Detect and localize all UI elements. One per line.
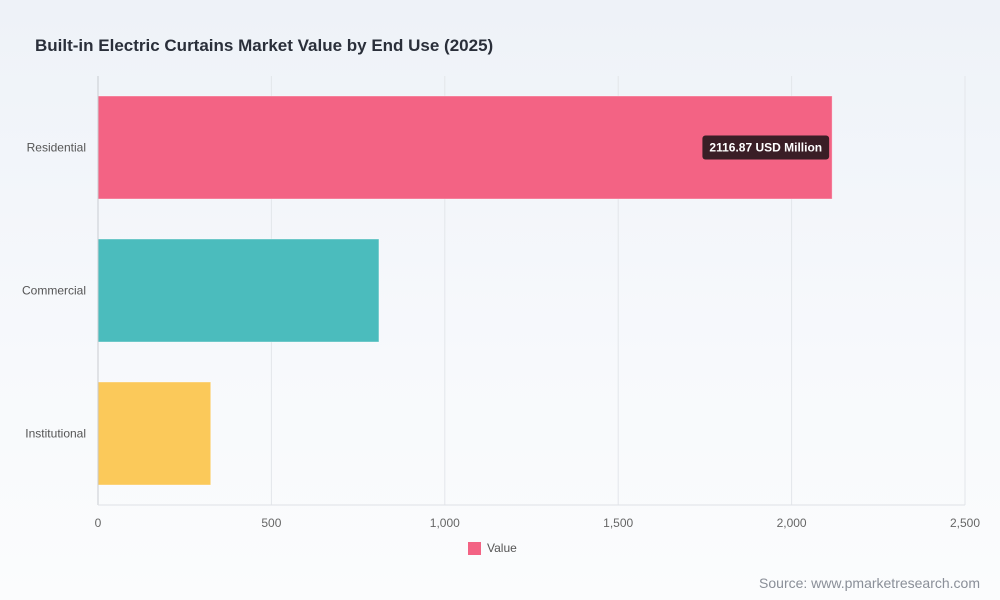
bar-institutional[interactable] <box>97 381 212 486</box>
bar-commercial[interactable] <box>97 238 380 343</box>
x-tick-label: 2,500 <box>950 516 980 530</box>
x-tick-label: 500 <box>261 516 281 530</box>
y-category-label: Commercial <box>22 284 86 298</box>
x-tick-label: 1,500 <box>603 516 633 530</box>
source-note: Source: www.pmarketresearch.com <box>759 575 980 591</box>
chart-title: Built-in Electric Curtains Market Value … <box>35 36 494 55</box>
tooltip-text: 2116.87 USD Million <box>709 141 822 155</box>
value-tooltip: 2116.87 USD Million <box>702 135 830 160</box>
x-tick-label: 1,000 <box>430 516 460 530</box>
chart-legend[interactable]: Value <box>468 541 517 555</box>
x-tick-label: 0 <box>95 516 102 530</box>
x-tick-label: 2,000 <box>777 516 807 530</box>
legend-swatch <box>468 541 481 555</box>
y-category-label: Residential <box>27 141 86 155</box>
legend-label: Value <box>487 541 517 555</box>
axis-group: 0 500 1,000 1,500 2,000 2,500 Residential Comme… <box>22 76 980 530</box>
y-category-label: Institutional <box>25 427 86 441</box>
tooltip-box <box>702 135 830 160</box>
